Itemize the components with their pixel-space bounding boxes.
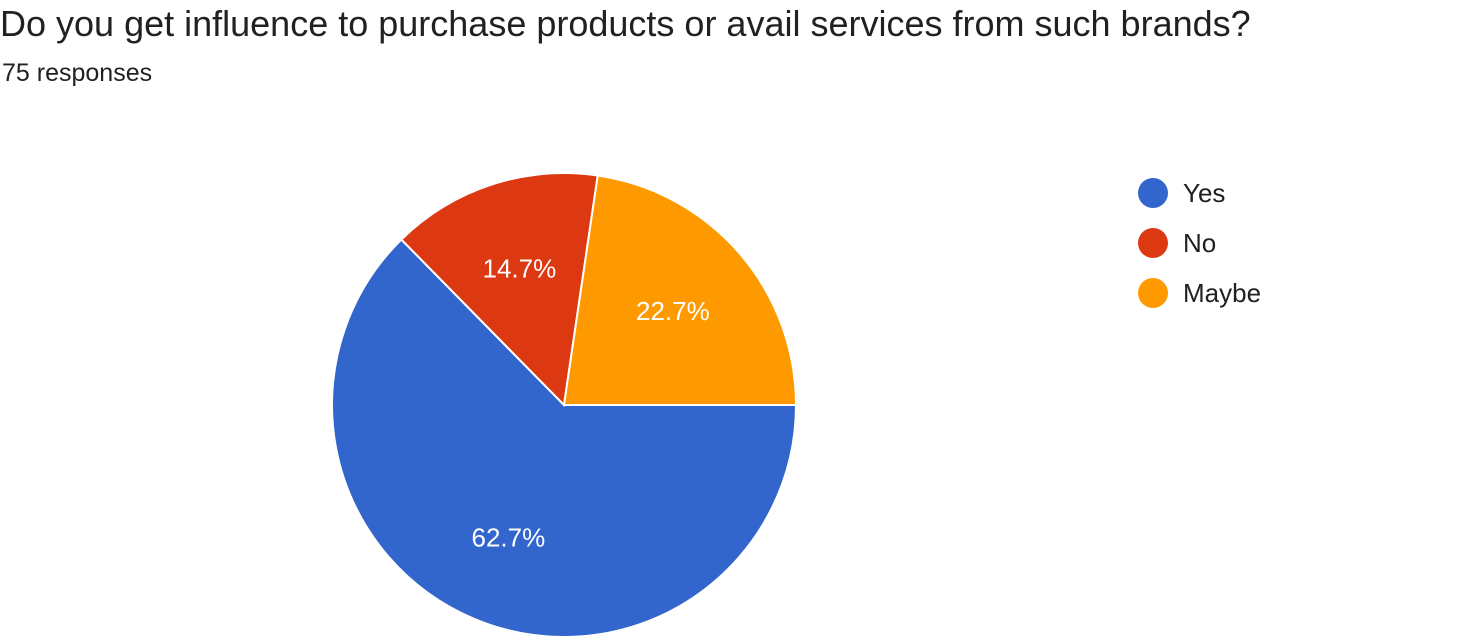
pie-slice-yes[interactable] (331, 238, 798, 638)
pie-labels: 62.7% 14.7% 22.7% (472, 253, 710, 552)
question-title: Do you get influence to purchase product… (0, 3, 1251, 44)
pie-label-maybe: 22.7% (636, 296, 710, 326)
pie-label-yes: 62.7% (472, 523, 546, 553)
legend-swatch-no (1138, 228, 1168, 258)
legend-item-yes[interactable]: Yes (1138, 168, 1261, 218)
legend-item-maybe[interactable]: Maybe (1138, 268, 1261, 318)
pie-label-no: 14.7% (483, 253, 557, 283)
legend-swatch-yes (1138, 178, 1168, 208)
pie-slice-no[interactable] (399, 172, 599, 408)
legend-label-no: No (1183, 227, 1217, 258)
legend-label-yes: Yes (1183, 177, 1226, 208)
response-count: 75 responses (2, 59, 153, 87)
legend-swatch-maybe (1138, 278, 1168, 308)
chart-legend: Yes No Maybe (1138, 168, 1261, 318)
pie-slice-maybe[interactable] (562, 174, 798, 406)
legend-label-maybe: Maybe (1183, 277, 1262, 308)
legend-item-no[interactable]: No (1138, 218, 1261, 268)
pie-slices (331, 172, 798, 638)
